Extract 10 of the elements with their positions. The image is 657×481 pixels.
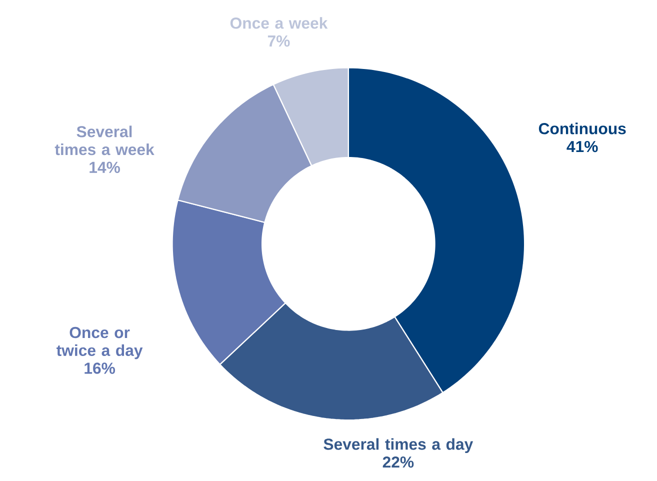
- data-label: 7%: [268, 36, 290, 47]
- slice-label: Once or twice a day: [56, 327, 143, 360]
- slice-label: Several times a day: [324, 438, 474, 454]
- data-label: 16%: [84, 362, 116, 374]
- slice-label: Once a week: [230, 17, 328, 29]
- slice-label: Continuous: [538, 122, 626, 134]
- data-label: 14%: [90, 162, 120, 174]
- data-label: 22%: [382, 456, 414, 468]
- slice-label: Several times a week: [54, 126, 154, 156]
- data-label: 41%: [566, 141, 598, 152]
